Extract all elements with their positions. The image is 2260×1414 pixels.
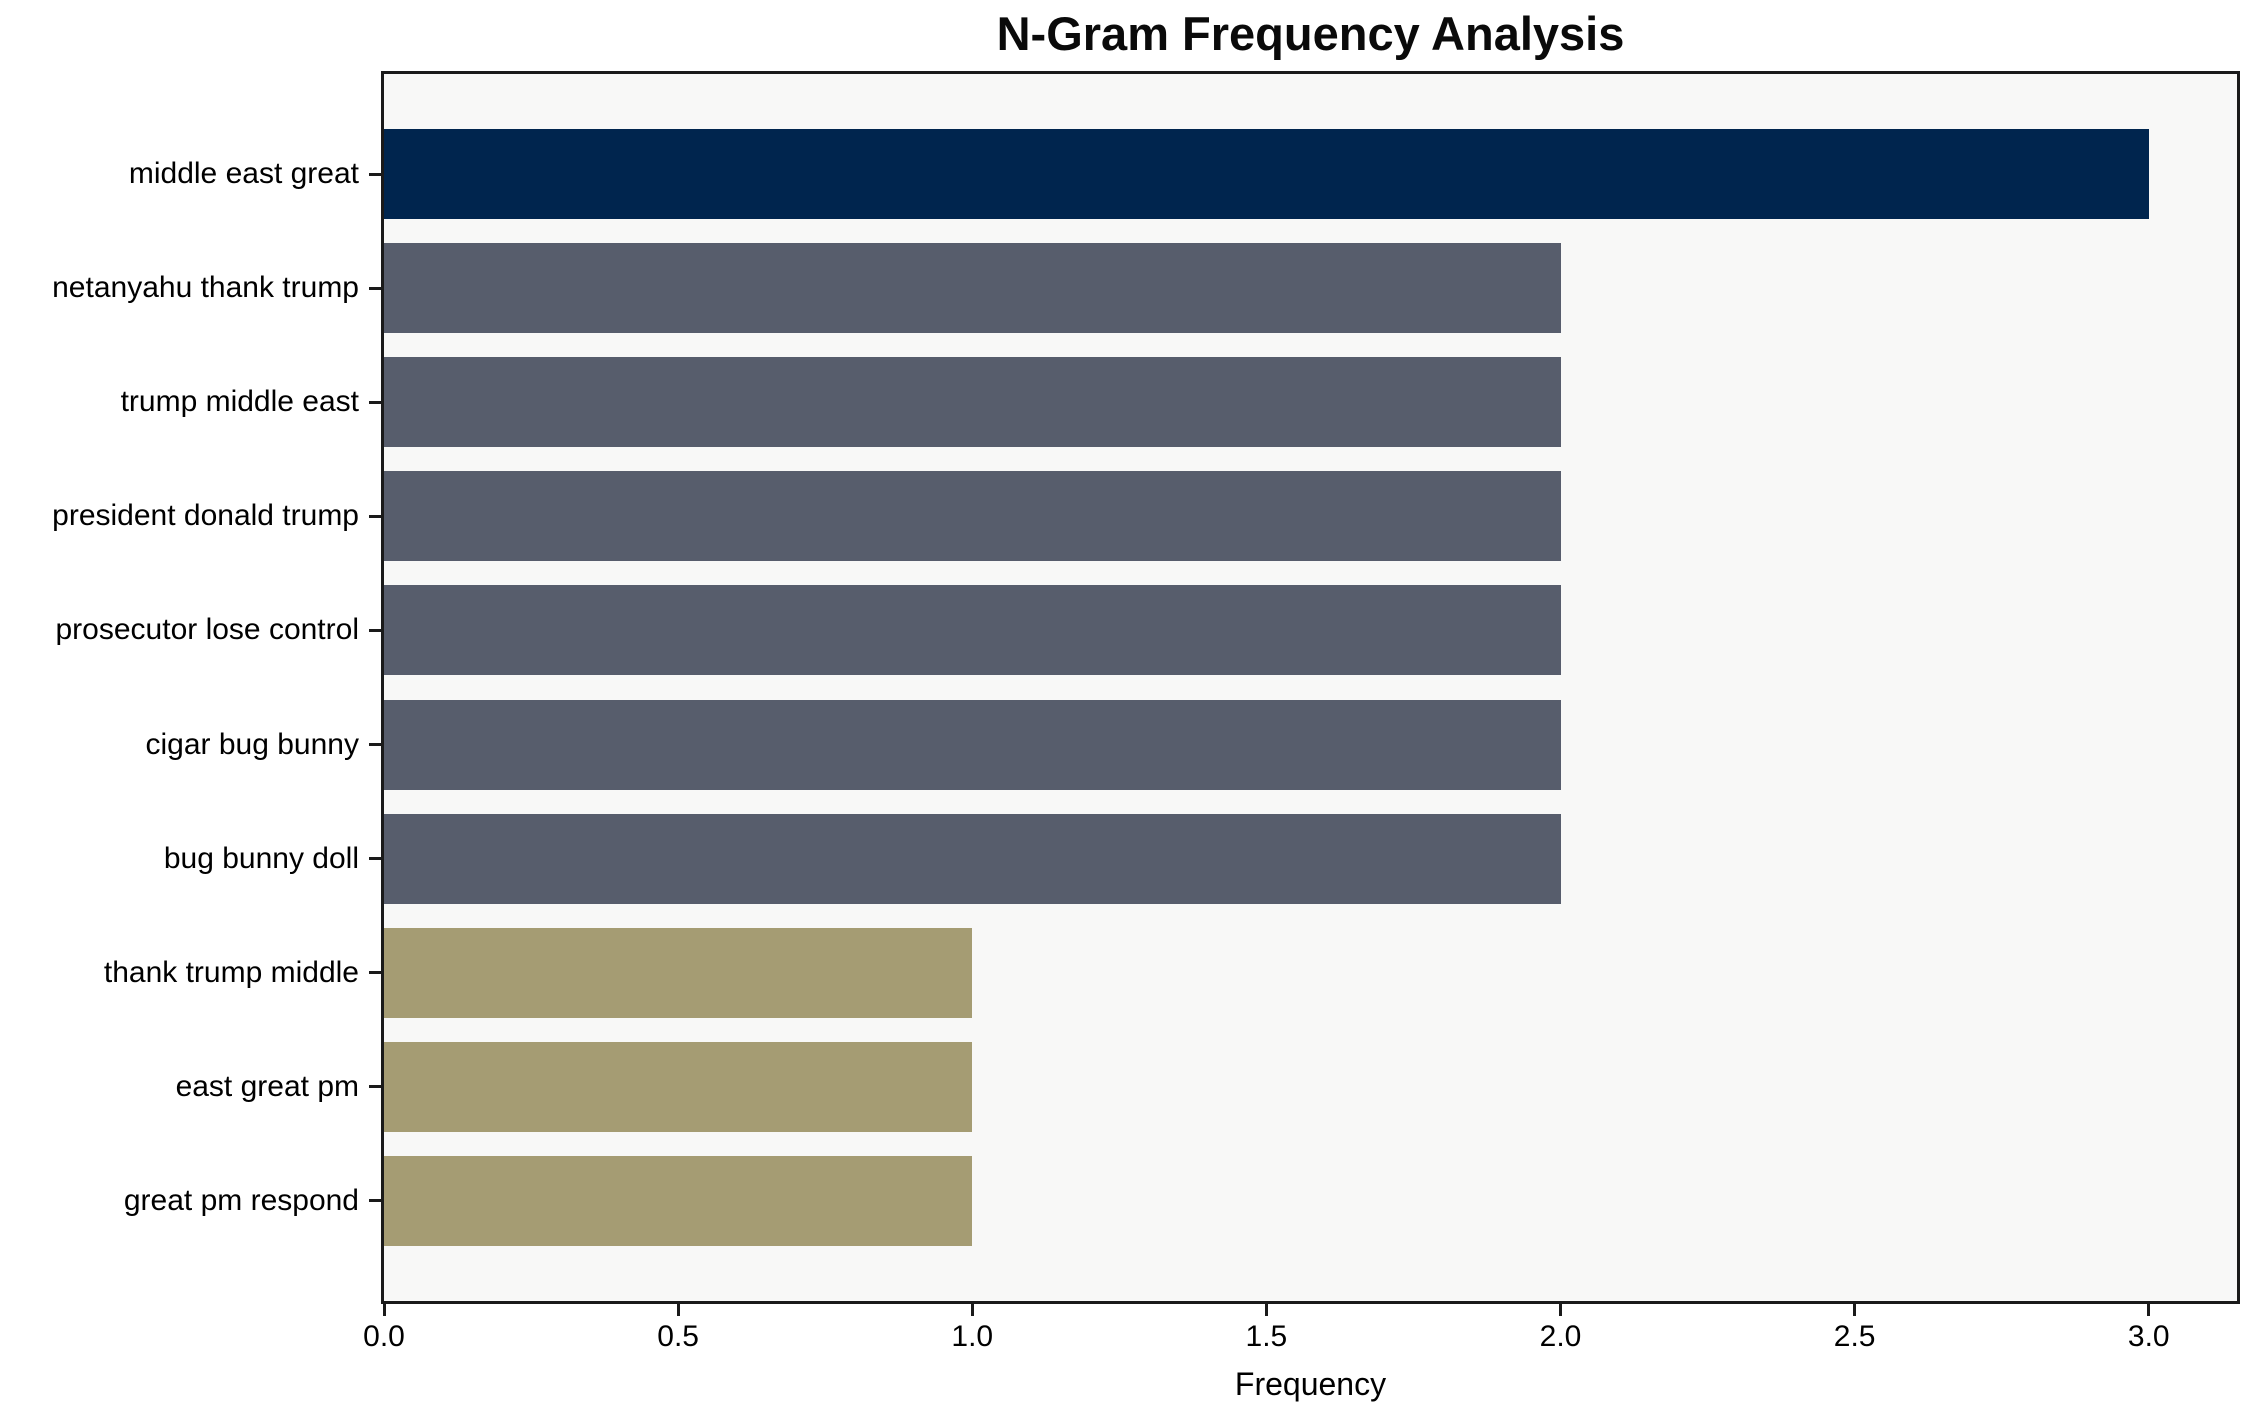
bar-bug-bunny-doll [384,813,1561,904]
x-tick-mark [1264,1304,1268,1316]
bar-row [384,687,2237,801]
bar-netanyahu-thank-trump [384,243,1561,334]
x-tick-label: 3.0 [2127,1320,2170,1353]
y-tick-label: east great pm [175,1069,359,1103]
x-axis-title: Frequency [1234,1366,1387,1402]
y-tick-cell [369,687,381,801]
bar-row [384,916,2237,1030]
y-tick-label: prosecutor lose control [55,613,360,647]
y-tick-cell [369,345,381,459]
bar-row [384,459,2237,573]
x-axis-ticks: 0.0 0.5 1.0 1.5 2.0 2.5 3.0 [363,1304,2237,1384]
y-tick-mark [369,514,381,518]
x-tick-label: 0.0 [363,1320,405,1353]
bar-row [384,573,2237,687]
x-tick-label: 2.5 [1833,1320,1876,1353]
y-tick-mark [369,743,381,747]
y-axis-labels: middle east great netanyahu thank trump tr… [0,117,359,1258]
y-tick-label: president donald trump [52,499,359,533]
bar-row [384,345,2237,459]
y-tick-mark [369,1199,381,1203]
y-tick-cell [369,231,381,345]
y-axis-ticks [369,117,381,1258]
x-tick-label: 0.5 [657,1320,699,1353]
x-tick-mark [2147,1304,2151,1316]
y-tick-mark [369,628,381,632]
y-tick-label: middle east great [128,157,359,191]
bar-trump-middle-east [384,357,1561,448]
bar-row [384,802,2237,916]
chart-title: N-Gram Frequency Analysis [996,7,1625,60]
y-tick-mark [369,400,381,404]
bar-row [384,117,2237,231]
bar-middle-east-great [384,129,2149,220]
y-tick-label: bug bunny doll [163,841,359,875]
bar-great-pm-respond [384,1155,973,1246]
bar-row [384,231,2237,345]
plot-area [381,71,2240,1304]
x-tick-mark [970,1304,974,1316]
bar-row [384,1144,2237,1258]
y-tick-mark [369,971,381,975]
bar-prosecutor-lose-control [384,585,1561,676]
bars-area [384,74,2237,1301]
bar-cigar-bug-bunny [384,699,1561,790]
x-tick-mark [676,1304,680,1316]
y-tick-cell [369,1144,381,1258]
y-tick-label: trump middle east [120,385,359,419]
bar-president-donald-trump [384,471,1561,562]
y-tick-label: cigar bug bunny [145,727,360,761]
y-tick-cell [369,802,381,916]
x-tick-label: 2.0 [1539,1320,1582,1353]
y-tick-mark [369,857,381,861]
y-tick-cell [369,117,381,231]
x-tick-mark [1559,1304,1562,1316]
y-tick-mark [369,286,381,290]
y-tick-cell [369,1030,381,1144]
y-tick-mark [369,172,381,176]
x-tick-label: 1.0 [951,1320,994,1353]
bar-east-great-pm [384,1041,973,1132]
bar-thank-trump-middle [384,927,973,1018]
y-tick-cell [369,459,381,573]
y-tick-cell [369,573,381,687]
x-tick-mark [1853,1304,1857,1316]
y-tick-label: thank trump middle [103,955,359,989]
bar-row [384,1030,2237,1144]
x-tick-label: 1.5 [1245,1320,1288,1353]
x-tick-mark [382,1304,386,1316]
y-tick-label: great pm respond [123,1183,359,1217]
y-tick-mark [369,1085,381,1089]
y-tick-cell [369,916,381,1030]
y-tick-label: netanyahu thank trump [52,271,359,305]
